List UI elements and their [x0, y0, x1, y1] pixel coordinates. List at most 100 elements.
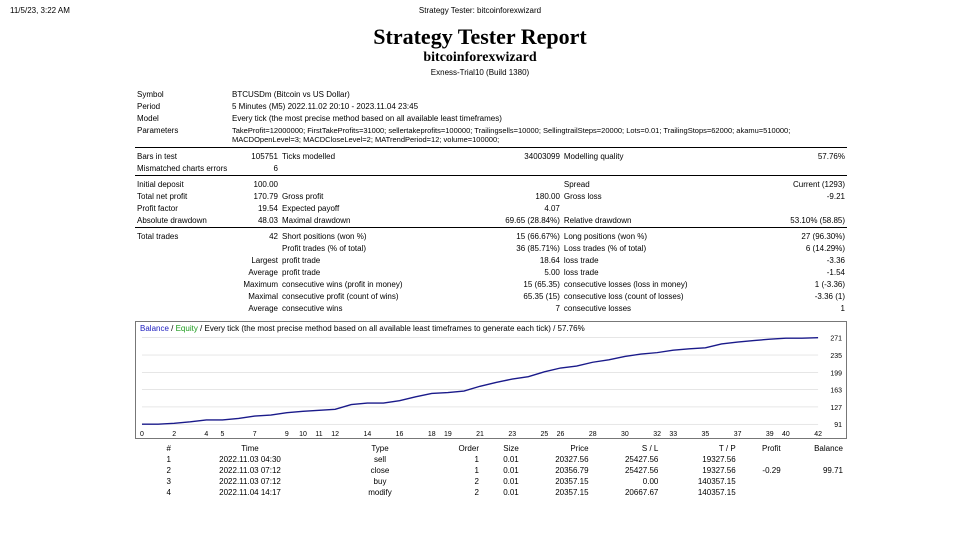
pt-value: 36 (85.71%) — [467, 243, 562, 255]
col-tp: T / P — [662, 443, 739, 454]
meta-table: SymbolBTCUSDm (Bitcoin vs US Dollar) Per… — [135, 88, 847, 315]
svg-text:18: 18 — [428, 431, 436, 438]
svg-text:40: 40 — [782, 431, 790, 438]
svg-text:30: 30 — [621, 431, 629, 438]
svg-text:16: 16 — [396, 431, 404, 438]
svg-text:21: 21 — [476, 431, 484, 438]
model-label: Model — [135, 112, 230, 124]
initdep-label: Initial deposit — [135, 179, 230, 191]
equity-chart: Balance / Equity / Every tick (the most … — [135, 321, 847, 439]
ep-value: 4.07 — [467, 203, 562, 215]
chart-svg: 9112716319923527102457910111214161819212… — [136, 322, 846, 438]
maximal-cl-label: consecutive loss (count of losses) — [562, 291, 754, 303]
rd-label: Relative drawdown — [562, 215, 754, 228]
params-value: TakeProfit=12000000; FirstTakeProfits=31… — [230, 124, 847, 147]
mce-label: Mismatched charts errors — [135, 163, 230, 176]
lt-label: Loss trades (% of total) — [562, 243, 754, 255]
mq-value: 57.76% — [754, 151, 848, 163]
gl-label: Gross loss — [562, 191, 754, 203]
svg-text:91: 91 — [834, 422, 842, 429]
tnp-label: Total net profit — [135, 191, 230, 203]
maximum-cl-label: consecutive losses (loss in money) — [562, 279, 754, 291]
svg-text:37: 37 — [734, 431, 742, 438]
svg-text:5: 5 — [221, 431, 225, 438]
pf-label: Profit factor — [135, 203, 230, 215]
svg-text:19: 19 — [444, 431, 452, 438]
maximal-cp-value: 65.35 (15) — [467, 291, 562, 303]
svg-text:7: 7 — [253, 431, 257, 438]
maximal-cl-value: -3.36 (1) — [754, 291, 848, 303]
sp-label: Short positions (won %) — [280, 231, 467, 243]
md-label: Maximal drawdown — [280, 215, 467, 228]
bars-label: Bars in test — [135, 151, 230, 163]
average-loss-value: -1.54 — [754, 267, 848, 279]
largest-loss-value: -3.36 — [754, 255, 848, 267]
col-time: Time — [175, 443, 325, 454]
svg-text:32: 32 — [653, 431, 661, 438]
report-title: Strategy Tester Report — [0, 24, 960, 50]
col-num: # — [135, 443, 175, 454]
maximum-cw-value: 15 (65.35) — [467, 279, 562, 291]
page-header-small: Strategy Tester: bitcoinforexwizard — [0, 6, 960, 15]
svg-text:271: 271 — [830, 335, 842, 342]
col-order: Order — [435, 443, 483, 454]
trades-table-wrap: #TimeTypeOrderSizePriceS / LT / PProfitB… — [135, 443, 847, 498]
table-row: 42022.11.04 14:17modify20.0120357.152066… — [135, 487, 847, 498]
svg-text:12: 12 — [331, 431, 339, 438]
average-cw-label: consecutive wins — [280, 303, 467, 315]
col-price: Price — [523, 443, 593, 454]
svg-text:9: 9 — [285, 431, 289, 438]
table-row: 12022.11.03 04:30sell10.0120327.5625427.… — [135, 454, 847, 465]
largest-profit-value: 18.64 — [467, 255, 562, 267]
pt-label: Profit trades (% of total) — [280, 243, 467, 255]
mq-label: Modelling quality — [562, 151, 754, 163]
svg-text:35: 35 — [702, 431, 710, 438]
svg-text:25: 25 — [541, 431, 549, 438]
lp-label: Long positions (won %) — [562, 231, 754, 243]
strategy-name: bitcoinforexwizard — [0, 50, 960, 66]
table-row: 32022.11.03 07:12buy20.0120357.150.00140… — [135, 476, 847, 487]
gp-value: 180.00 — [467, 191, 562, 203]
svg-text:42: 42 — [814, 431, 822, 438]
col-type: Type — [325, 443, 435, 454]
maximal-label: Maximal — [230, 291, 280, 303]
symbol-value: BTCUSDm (Bitcoin vs US Dollar) — [230, 88, 847, 100]
maximum-cw-label: consecutive wins (profit in money) — [280, 279, 467, 291]
col-size: Size — [483, 443, 523, 454]
svg-text:14: 14 — [363, 431, 371, 438]
gp-label: Gross profit — [280, 191, 467, 203]
average-label: Average — [230, 267, 280, 279]
col-profit: Profit — [740, 443, 785, 454]
lp-value: 27 (96.30%) — [754, 231, 848, 243]
symbol-label: Symbol — [135, 88, 230, 100]
average-loss-label: loss trade — [562, 267, 754, 279]
ticks-label: Ticks modelled — [280, 151, 467, 163]
average2-label: Average — [230, 303, 280, 315]
col-balance: Balance — [785, 443, 847, 454]
ticks-value: 34003099 — [467, 151, 562, 163]
svg-text:0: 0 — [140, 431, 144, 438]
pf-value: 19.54 — [230, 203, 280, 215]
initdep-value: 100.00 — [230, 179, 280, 191]
svg-text:199: 199 — [830, 370, 842, 377]
mce-value: 6 — [230, 163, 280, 176]
svg-text:33: 33 — [669, 431, 677, 438]
tt-value: 42 — [230, 231, 280, 243]
svg-text:235: 235 — [830, 353, 842, 360]
table-row: 22022.11.03 07:12close10.0120356.7925427… — [135, 465, 847, 476]
maximal-cp-label: consecutive profit (count of wins) — [280, 291, 467, 303]
svg-text:127: 127 — [830, 404, 842, 411]
params-label: Parameters — [135, 124, 230, 147]
ep-label: Expected payoff — [280, 203, 467, 215]
tt-label: Total trades — [135, 231, 230, 243]
largest-label: Largest — [230, 255, 280, 267]
ad-value: 48.03 — [230, 215, 280, 228]
maximum-label: Maximum — [230, 279, 280, 291]
largest-loss-label: loss trade — [562, 255, 754, 267]
trades-table: #TimeTypeOrderSizePriceS / LT / PProfitB… — [135, 443, 847, 498]
bars-value: 105751 — [230, 151, 280, 163]
lt-value: 6 (14.29%) — [754, 243, 848, 255]
svg-text:4: 4 — [204, 431, 208, 438]
model-value: Every tick (the most precise method base… — [230, 112, 847, 124]
build-line: Exness-Trial10 (Build 1380) — [0, 68, 960, 77]
